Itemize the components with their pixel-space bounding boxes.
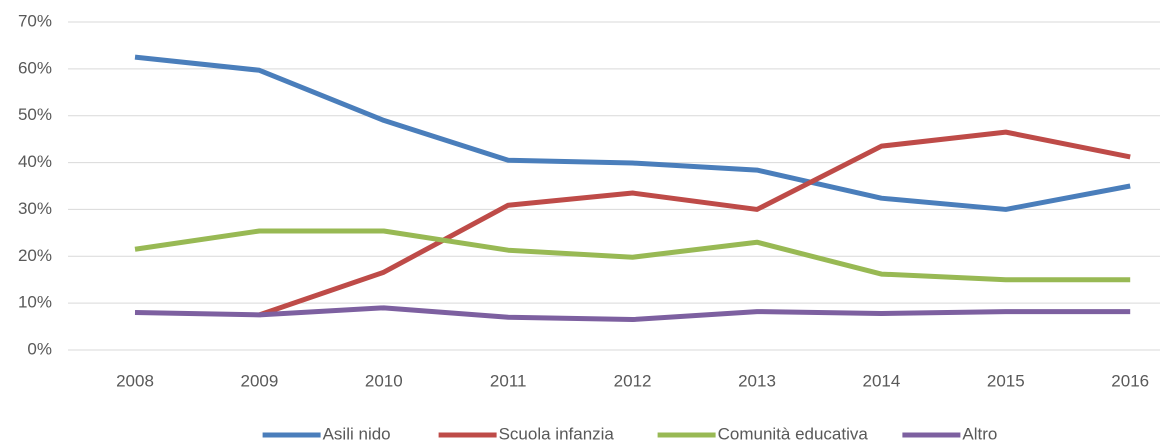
x-tick-label: 2008 <box>116 371 154 390</box>
x-tick-label: 2009 <box>240 371 278 390</box>
y-tick-label: 10% <box>18 293 52 312</box>
series-line <box>134 305 1131 323</box>
x-tick-label: 2012 <box>614 371 652 390</box>
legend-label: Asili nido <box>323 424 391 443</box>
x-tick-label: 2010 <box>365 371 403 390</box>
x-tick-label: 2016 <box>1111 371 1149 390</box>
legend-label: Altro <box>962 424 997 443</box>
x-tick-label: 2014 <box>862 371 900 390</box>
x-tick-label: 2011 <box>490 371 527 390</box>
series-line <box>134 54 1131 212</box>
x-tick-label: 2013 <box>738 371 776 390</box>
legend-label: Comunità educativa <box>718 424 869 443</box>
legend-label: Scuola infanzia <box>499 424 615 443</box>
y-tick-label: 0% <box>27 339 52 358</box>
y-tick-label: 70% <box>18 11 52 30</box>
series-line <box>258 129 1131 318</box>
y-tick-label: 30% <box>18 199 52 218</box>
series-line <box>134 228 1131 283</box>
x-tick-label: 2015 <box>987 371 1025 390</box>
y-tick-label: 20% <box>18 246 52 265</box>
y-tick-label: 60% <box>18 58 52 77</box>
y-tick-label: 40% <box>18 152 52 171</box>
y-tick-label: 50% <box>18 105 52 124</box>
